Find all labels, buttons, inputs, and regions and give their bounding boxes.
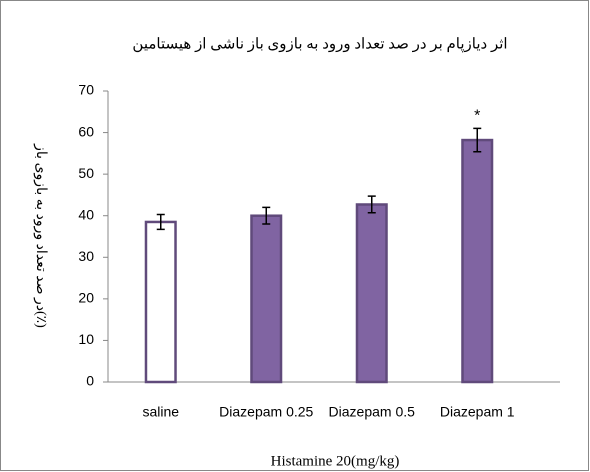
x-axis-label: Histamine 20(mg/kg) [271,453,400,469]
y-tick-label: 50 [78,165,94,181]
y-tick-label: 70 [78,82,94,98]
x-tick-label: saline [142,404,179,420]
error-bar [473,127,482,153]
y-tick-label: 20 [78,290,94,306]
error-bar [262,206,271,225]
bar [250,214,283,384]
x-tick-label: Diazepam 0.5 [329,404,416,420]
y-tick-label: 30 [78,248,94,264]
error-bar [156,213,165,231]
error-bar [367,195,376,214]
bar [461,138,494,384]
y-tick-label: 60 [78,123,94,139]
y-tick-label: 0 [86,373,94,389]
bar [355,203,388,384]
chart-title: اثر دیازپام بر در صد تعداد ورود به بازوی… [132,36,507,52]
annotation: * [474,108,480,125]
x-tick-label: Diazepam 1 [440,404,515,420]
bar [144,220,177,384]
y-axis-label: در صد تعداد ورود به بازوی باز(٪) [33,143,48,328]
y-tick-label: 40 [78,206,94,222]
x-tick-label: Diazepam 0.25 [219,404,313,420]
y-tick-label: 10 [78,331,94,347]
